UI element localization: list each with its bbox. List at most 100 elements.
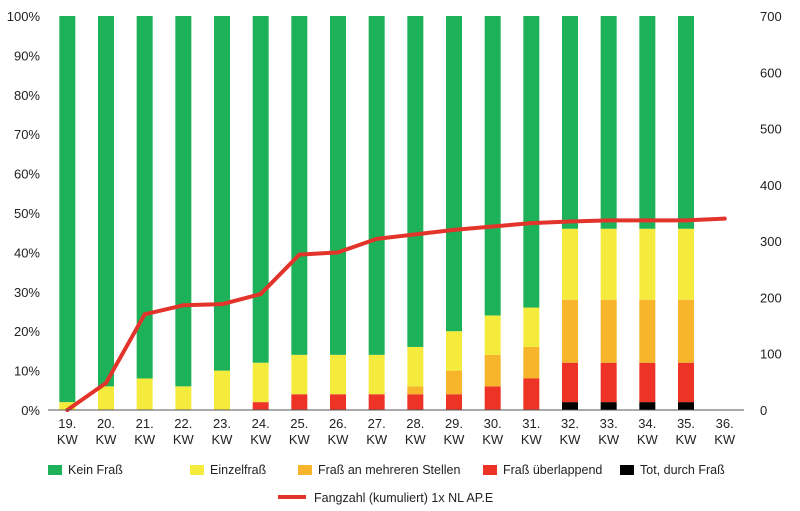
bar-kein-frass-13 [562, 16, 578, 229]
x-tick-label-7: 26. KW [328, 416, 350, 447]
line-layer [65, 216, 727, 412]
y-right-tick-label-1: 100 [760, 347, 782, 362]
bar-einzelfrass-15 [639, 228, 656, 300]
legend-swatch-frass-ueberlappend [483, 465, 497, 475]
bar-einzelfrass-10 [446, 331, 462, 371]
legend: Kein Fraß Einzelfraß Fraß an mehreren St… [48, 463, 725, 505]
bar-einzelfrass-6 [291, 354, 308, 395]
bar-frass-an-mehreren-stellen-10 [446, 370, 462, 395]
bar-frass-an-mehreren-stellen-16 [678, 299, 694, 363]
bar-tot-durch-frass-14 [600, 402, 617, 410]
bars-group [59, 16, 694, 410]
x-tick-label-10: 29. KW [444, 416, 466, 447]
y-right-tick-label-5: 500 [760, 122, 782, 137]
bar-frass-an-mehreren-stellen-15 [639, 299, 656, 363]
bar-frass-ueberlappend-11 [484, 386, 501, 410]
bar-frass-ueberlappend-12 [523, 378, 540, 410]
y-right-tick-label-2: 200 [760, 290, 782, 305]
bar-frass-ueberlappend-15 [639, 362, 656, 403]
bar-einzelfrass-9 [407, 346, 424, 387]
line-point-11 [490, 224, 495, 229]
bar-kein-frass-5 [252, 16, 269, 363]
x-tick-label-12: 31. KW [521, 416, 543, 447]
x-tick-label-2: 21. KW [134, 416, 156, 447]
line-point-1 [104, 380, 108, 385]
y-left-tick-label-9: 90% [14, 48, 40, 63]
legend-swatch-kein-frass [48, 465, 62, 475]
bar-kein-frass-14 [600, 16, 617, 229]
x-tick-label-9: 28. KW [405, 416, 427, 447]
y-left-tick-label-0: 0% [21, 403, 40, 418]
bar-kein-frass-3 [175, 16, 192, 387]
x-tick-label-8: 27. KW [366, 416, 388, 447]
x-tick-label-17: 36. KW [714, 416, 736, 447]
legend-label-einzelfrass: Einzelfraß [210, 463, 267, 477]
x-tick-label-5: 24. KW [250, 416, 272, 447]
legend-label-frass-mehrere: Fraß an mehreren Stellen [318, 463, 460, 477]
bar-einzelfrass-2 [136, 378, 153, 410]
bar-einzelfrass-7 [330, 354, 346, 395]
x-tick-label-6: 25. KW [289, 416, 311, 447]
bar-frass-ueberlappend-7 [330, 394, 346, 410]
bar-frass-ueberlappend-9 [407, 394, 424, 410]
x-axis: 19. KW 20. KW 21. KW 22. KW 23. KW 24. KW 25. KW 26. KW… [57, 416, 736, 447]
bar-einzelfrass-4 [214, 370, 230, 410]
bar-frass-ueberlappend-14 [600, 362, 617, 403]
bar-kein-frass-4 [214, 16, 230, 371]
x-tick-label-3: 22. KW [173, 416, 195, 447]
x-tick-label-0: 19. KW [57, 416, 79, 447]
line-point-3 [181, 303, 186, 308]
bar-kein-frass-10 [446, 16, 462, 332]
bar-einzelfrass-5 [252, 362, 269, 403]
bar-tot-durch-frass-13 [562, 402, 578, 410]
y-right-tick-label-0: 0 [760, 403, 767, 418]
bar-frass-ueberlappend-6 [291, 394, 308, 410]
line-point-6 [297, 252, 302, 257]
y-left-tick-label-1: 10% [14, 364, 40, 379]
y-left-tick-label-10: 100% [7, 9, 41, 24]
legend-label-kein-frass: Kein Fraß [68, 463, 123, 477]
legend-label-tot: Tot, durch Fraß [640, 463, 725, 477]
x-tick-label-4: 23. KW [212, 416, 234, 447]
bar-frass-ueberlappend-5 [252, 402, 269, 410]
line-point-17 [722, 216, 727, 221]
bar-kein-frass-2 [136, 16, 153, 379]
bar-einzelfrass-12 [523, 307, 540, 347]
line-point-15 [645, 218, 650, 223]
bar-frass-an-mehreren-stellen-9 [407, 386, 424, 395]
x-tick-label-13: 32. KW [560, 416, 582, 447]
line-fangzahl [65, 216, 727, 412]
legend-swatch-einzelfrass [190, 465, 204, 475]
bar-kein-frass-8 [368, 16, 385, 355]
line-point-9 [413, 232, 418, 237]
y-right-tick-label-6: 600 [760, 65, 782, 80]
legend-label-fangzahl: Fangzahl (kumuliert) 1x NL AP.E [314, 491, 493, 505]
bar-kein-frass-1 [98, 16, 114, 387]
line-point-2 [142, 312, 147, 317]
x-tick-label-11: 30. KW [482, 416, 504, 447]
line-point-7 [336, 250, 340, 255]
bar-tot-durch-frass-16 [678, 402, 694, 410]
bar-einzelfrass-3 [175, 386, 192, 410]
y-left-tick-label-6: 60% [14, 167, 40, 182]
bar-frass-an-mehreren-stellen-13 [562, 299, 578, 363]
line-point-4 [220, 302, 224, 307]
bar-einzelfrass-0 [59, 402, 76, 410]
legend-swatch-frass-mehrere [298, 465, 312, 475]
x-tick-label-15: 34. KW [637, 416, 659, 447]
legend-swatch-tot [620, 465, 634, 475]
y-left-tick-label-4: 40% [14, 245, 40, 260]
y-axis-left: 0% 10% 20% 30% 40% 50% 60% 70% 80% 90% 100% [7, 9, 41, 418]
y-left-tick-label-7: 70% [14, 127, 40, 142]
bar-frass-an-mehreren-stellen-11 [484, 354, 501, 387]
bar-kein-frass-6 [291, 16, 308, 355]
line-point-12 [529, 221, 534, 226]
y-right-tick-label-4: 400 [760, 178, 782, 193]
bar-kein-frass-15 [639, 16, 656, 229]
bar-kein-frass-7 [330, 16, 346, 355]
y-right-tick-label-3: 300 [760, 234, 782, 249]
legend-label-frass-ueberlappend: Fraß überlappend [503, 463, 602, 477]
line-point-10 [452, 227, 456, 232]
line-point-5 [258, 292, 263, 297]
